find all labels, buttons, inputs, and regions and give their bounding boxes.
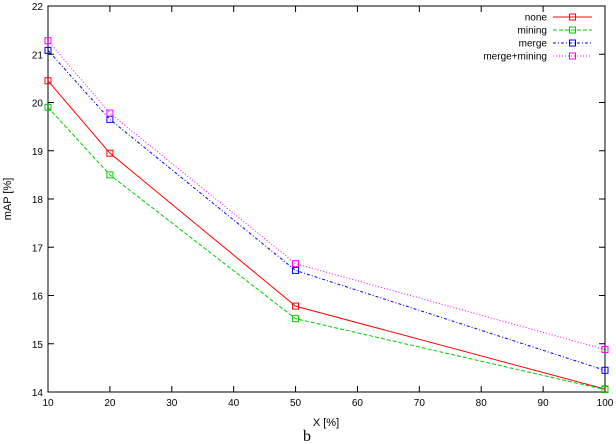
legend-marker (569, 26, 576, 34)
data-point (292, 266, 300, 274)
series-merge-plus-mining (44, 37, 609, 354)
y-tick-label: 20 (32, 99, 44, 110)
data-point (44, 103, 52, 111)
data-point (106, 149, 114, 157)
series-mining (44, 103, 609, 394)
y-tick-label: 22 (32, 2, 44, 13)
x-tick-label: 50 (290, 398, 302, 409)
series-none (44, 77, 609, 393)
series-merge (44, 46, 609, 374)
y-axis-label: mAP [%] (2, 178, 14, 221)
y-tick-label: 15 (32, 340, 44, 351)
legend-label: merge+mining (483, 52, 547, 63)
legend-item-merge-plus-mining: merge+mining (483, 52, 592, 63)
data-point (44, 46, 52, 54)
series-line-merge (47, 50, 606, 371)
legend-label: merge (519, 39, 548, 50)
legend-label: none (525, 13, 548, 24)
figure-caption: b (303, 428, 311, 444)
data-point (292, 260, 300, 268)
legend-item-none: none (525, 13, 592, 24)
x-tick-label: 10 (42, 398, 54, 409)
plot-frame (47, 5, 606, 393)
series-line-mining (47, 106, 606, 391)
y-tick-label: 16 (32, 292, 44, 303)
x-tick-label: 70 (414, 398, 426, 409)
legend-label: mining (518, 26, 547, 37)
y-tick-label: 21 (32, 50, 44, 61)
legend-item-mining: mining (518, 26, 592, 37)
legend-item-merge: merge (519, 39, 592, 50)
series-line-merge-plus-mining (47, 40, 606, 351)
x-tick-label: 80 (476, 398, 488, 409)
legend-marker (569, 52, 576, 60)
x-axis-label: X [%] (313, 417, 339, 429)
data-point (601, 346, 609, 354)
y-tick-label: 14 (32, 388, 44, 399)
x-tick-label: 100 (597, 398, 614, 409)
x-tick-label: 40 (228, 398, 240, 409)
x-tick-label: 30 (166, 398, 178, 409)
data-point (601, 366, 609, 374)
data-point (601, 386, 609, 394)
data-point (106, 109, 114, 117)
x-tick-label: 90 (538, 398, 550, 409)
legend-marker (569, 13, 576, 21)
x-tick-label: 60 (352, 398, 364, 409)
legend-marker (569, 39, 576, 47)
x-tick-label: 20 (104, 398, 116, 409)
data-point (44, 37, 52, 45)
series-line-none (47, 80, 606, 390)
data-point (292, 302, 300, 310)
y-tick-label: 18 (32, 195, 44, 206)
y-tick-label: 19 (32, 147, 44, 158)
data-point (106, 171, 114, 179)
data-point (44, 77, 52, 85)
data-point (292, 315, 300, 323)
y-tick-label: 17 (32, 243, 44, 254)
